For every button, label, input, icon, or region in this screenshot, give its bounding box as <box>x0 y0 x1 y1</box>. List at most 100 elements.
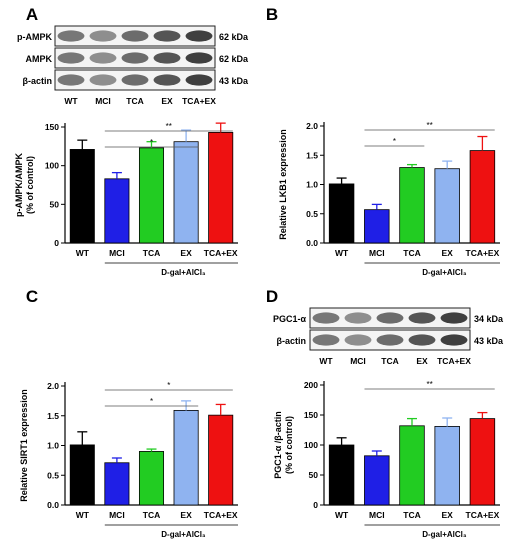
significance-mark-a: ** <box>166 122 172 131</box>
x-tick-label-a: EX <box>180 248 192 258</box>
y-axis-label-c: Relative SIRT1 expression <box>19 389 29 502</box>
blot-band-d-1-3 <box>408 334 436 346</box>
blot-band-d-1-4 <box>440 334 468 346</box>
treatment-label-b: D-gal+AlCl₃ <box>422 268 467 277</box>
y-tick-label-b: 1.5 <box>306 150 318 160</box>
y-tick-label-c: 0.5 <box>47 470 59 480</box>
blot-protein-label: AMPK <box>26 54 53 64</box>
blot-protein-label: β-actin <box>23 76 53 86</box>
blot-lane-label: MCI <box>95 96 111 106</box>
y-axis-label-d: PGC1-α /β-actin <box>273 411 283 479</box>
bar-a-tca <box>138 147 165 244</box>
bar-b-tca-ex <box>469 150 496 244</box>
blot-band-d-1-1 <box>344 334 372 346</box>
treatment-label-a: D-gal+AlCl₃ <box>161 268 206 277</box>
blot-size-label: 62 kDa <box>219 54 249 64</box>
y-tick-label-d: 150 <box>304 410 318 420</box>
blot-protein-label: β-actin <box>277 336 307 346</box>
x-tick-label-a: WT <box>76 248 90 258</box>
blot-size-label: 34 kDa <box>474 314 504 324</box>
blot-lane-label: TCA <box>126 96 143 106</box>
bar-a-mci <box>104 178 130 244</box>
blot-lane-label: TCA+EX <box>182 96 216 106</box>
y-tick-label-a: 50 <box>50 199 60 209</box>
blot-band-d-1-0 <box>312 334 340 346</box>
blot-band-d-1-2 <box>376 334 404 346</box>
blot-band-d-0-2 <box>376 312 404 324</box>
bar-a-ex <box>173 141 199 244</box>
x-tick-label-d: WT <box>335 510 349 520</box>
treatment-label-c: D-gal+AlCl₃ <box>161 530 206 539</box>
y-tick-label-c: 1.5 <box>47 411 59 421</box>
blot-band-a-2-0 <box>57 74 85 86</box>
panel-letter-b: B <box>266 5 278 24</box>
bar-c-mci <box>104 462 130 506</box>
panel-letter-c: C <box>26 287 38 306</box>
blot-band-d-0-3 <box>408 312 436 324</box>
blot-band-a-0-2 <box>121 30 149 42</box>
y-tick-label-a: 150 <box>45 122 59 132</box>
x-tick-label-c: EX <box>180 510 192 520</box>
x-tick-label-a: TCA+EX <box>204 248 238 258</box>
y-tick-label-d: 50 <box>309 470 319 480</box>
blot-size-label: 43 kDa <box>219 76 249 86</box>
blot-lane-label: EX <box>416 356 428 366</box>
y-tick-label-c: 0.0 <box>47 500 59 510</box>
x-tick-label-d: TCA+EX <box>466 510 500 520</box>
blot-band-a-0-3 <box>153 30 181 42</box>
bar-d-ex <box>434 425 460 506</box>
y-tick-label-c: 1.0 <box>47 441 59 451</box>
bar-d-tca <box>399 425 425 506</box>
blot-lane-label: WT <box>64 96 78 106</box>
bar-d-mci <box>364 455 390 506</box>
x-tick-label-a: TCA <box>143 248 160 258</box>
x-tick-label-b: WT <box>335 248 349 258</box>
y-tick-label-b: 0.0 <box>306 238 318 248</box>
blot-band-a-1-4 <box>185 52 213 64</box>
x-tick-label-d: EX <box>442 510 454 520</box>
blot-band-a-0-0 <box>57 30 85 42</box>
y-tick-label-d: 100 <box>304 440 318 450</box>
y-tick-label-c: 2.0 <box>47 381 59 391</box>
bar-d-tca-ex <box>469 418 496 506</box>
treatment-label-d: D-gal+AlCl₃ <box>422 530 467 539</box>
blot-size-label: 43 kDa <box>474 336 504 346</box>
blot-protein-label: PGC1-α <box>273 314 307 324</box>
blot-band-a-2-1 <box>89 74 117 86</box>
y-tick-label-b: 1.0 <box>306 180 318 190</box>
bar-c-ex <box>173 409 199 506</box>
y-axis-label-a: (% of control) <box>25 156 35 214</box>
bar-b-ex <box>434 168 460 244</box>
x-tick-label-d: TCA <box>403 510 420 520</box>
significance-mark-c: * <box>167 381 170 390</box>
y-tick-label-d: 0 <box>313 500 318 510</box>
x-tick-label-b: TCA <box>403 248 420 258</box>
blot-band-a-1-1 <box>89 52 117 64</box>
blot-lane-label: WT <box>319 356 333 366</box>
significance-mark-a: * <box>150 138 153 147</box>
y-axis-label-d: (% of control) <box>284 416 294 474</box>
panel-letter-a: A <box>26 5 38 24</box>
blot-band-d-0-1 <box>344 312 372 324</box>
blot-band-a-2-3 <box>153 74 181 86</box>
x-tick-label-c: TCA <box>143 510 160 520</box>
bar-b-mci <box>364 209 390 244</box>
blot-lane-label: EX <box>161 96 173 106</box>
blot-band-a-2-2 <box>121 74 149 86</box>
x-tick-label-c: MCI <box>109 510 125 520</box>
blot-lane-label: TCA <box>381 356 398 366</box>
bar-c-tca <box>138 451 165 506</box>
y-tick-label-d: 200 <box>304 380 318 390</box>
significance-mark-c: * <box>150 397 153 406</box>
y-tick-label-b: 0.5 <box>306 209 318 219</box>
bar-a-tca-ex <box>208 132 234 244</box>
blot-band-a-0-4 <box>185 30 213 42</box>
blot-band-d-0-0 <box>312 312 340 324</box>
bar-d-wt <box>328 444 355 506</box>
blot-lane-label: MCI <box>350 356 366 366</box>
x-tick-label-c: TCA+EX <box>204 510 238 520</box>
y-axis-label-b: Relative LKB1 expression <box>278 129 288 240</box>
significance-mark-b: ** <box>426 121 432 130</box>
x-tick-label-b: TCA+EX <box>466 248 500 258</box>
